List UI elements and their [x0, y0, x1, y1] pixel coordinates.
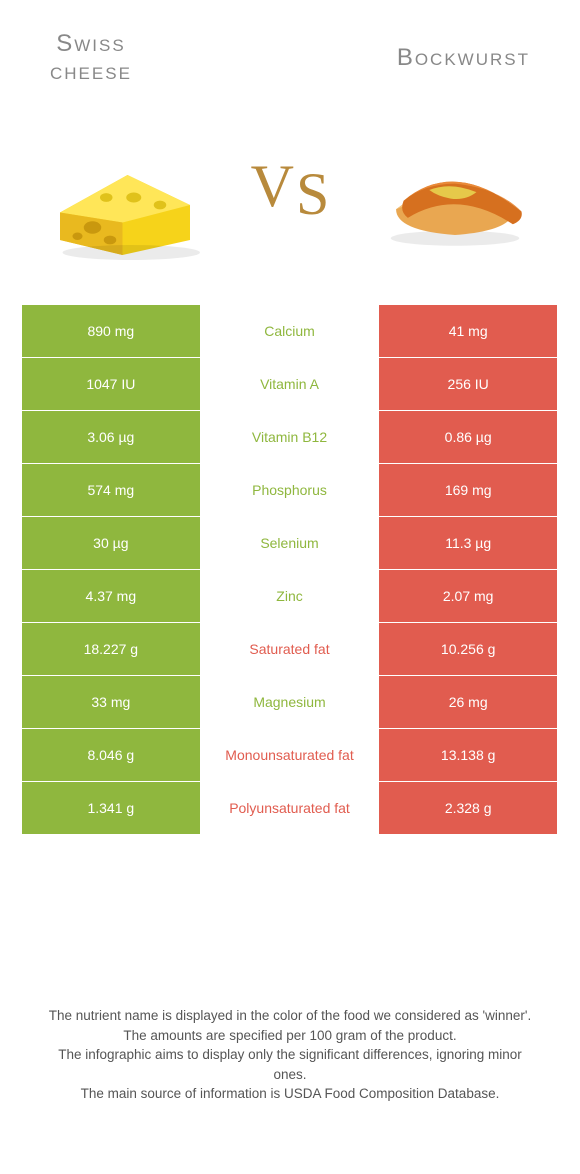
left-value: 4.37 mg: [22, 570, 201, 623]
title-line: Swiss: [56, 30, 125, 57]
left-value: 1047 IU: [22, 358, 201, 411]
right-value: 10.256 g: [379, 623, 558, 676]
footnote-line: The main source of information is USDA F…: [40, 1084, 540, 1104]
right-value: 2.328 g: [379, 782, 558, 835]
left-value: 3.06 µg: [22, 411, 201, 464]
left-value: 1.341 g: [22, 782, 201, 835]
nutrient-name: Vitamin A: [201, 358, 380, 411]
right-value: 2.07 mg: [379, 570, 558, 623]
nutrient-name: Zinc: [201, 570, 380, 623]
left-value: 18.227 g: [22, 623, 201, 676]
footnotes: The nutrient name is displayed in the co…: [40, 1006, 540, 1104]
right-food-title: Bockwurst: [397, 44, 530, 72]
swiss-cheese-image: [50, 115, 200, 265]
table-row: 1047 IUVitamin A256 IU: [22, 358, 558, 411]
left-value: 8.046 g: [22, 729, 201, 782]
header: Swiss cheese Bockwurst: [0, 0, 580, 95]
table-row: 30 µgSelenium11.3 µg: [22, 517, 558, 570]
left-value: 30 µg: [22, 517, 201, 570]
footnote-line: The nutrient name is displayed in the co…: [40, 1006, 540, 1026]
right-value: 41 mg: [379, 305, 558, 358]
comparison-table: 890 mgCalcium41 mg1047 IUVitamin A256 IU…: [22, 305, 558, 835]
table-row: 890 mgCalcium41 mg: [22, 305, 558, 358]
right-value: 13.138 g: [379, 729, 558, 782]
nutrient-name: Magnesium: [201, 676, 380, 729]
table-row: 4.37 mgZinc2.07 mg: [22, 570, 558, 623]
left-food-title: Swiss cheese: [50, 30, 132, 85]
title-line: cheese: [50, 58, 132, 85]
left-value: 33 mg: [22, 676, 201, 729]
footnote-line: The amounts are specified per 100 gram o…: [40, 1026, 540, 1046]
right-value: 0.86 µg: [379, 411, 558, 464]
nutrient-name: Selenium: [201, 517, 380, 570]
left-value: 890 mg: [22, 305, 201, 358]
table-row: 8.046 gMonounsaturated fat13.138 g: [22, 729, 558, 782]
vs-label: V S: [251, 156, 330, 225]
nutrient-name: Phosphorus: [201, 464, 380, 517]
nutrient-name: Monounsaturated fat: [201, 729, 380, 782]
bockwurst-image: [380, 115, 530, 265]
right-value: 169 mg: [379, 464, 558, 517]
vs-v: V: [251, 152, 294, 221]
nutrient-name: Calcium: [201, 305, 380, 358]
title-line: Bockwurst: [397, 44, 530, 71]
vs-s: S: [296, 160, 329, 229]
nutrient-name: Vitamin B12: [201, 411, 380, 464]
table-row: 18.227 gSaturated fat10.256 g: [22, 623, 558, 676]
right-value: 256 IU: [379, 358, 558, 411]
table-row: 33 mgMagnesium26 mg: [22, 676, 558, 729]
right-value: 11.3 µg: [379, 517, 558, 570]
right-value: 26 mg: [379, 676, 558, 729]
table-row: 1.341 gPolyunsaturated fat2.328 g: [22, 782, 558, 835]
table-row: 574 mgPhosphorus169 mg: [22, 464, 558, 517]
left-value: 574 mg: [22, 464, 201, 517]
footnote-line: The infographic aims to display only the…: [40, 1045, 540, 1084]
nutrient-name: Polyunsaturated fat: [201, 782, 380, 835]
table-row: 3.06 µgVitamin B120.86 µg: [22, 411, 558, 464]
nutrient-name: Saturated fat: [201, 623, 380, 676]
hero-row: V S: [0, 95, 580, 295]
